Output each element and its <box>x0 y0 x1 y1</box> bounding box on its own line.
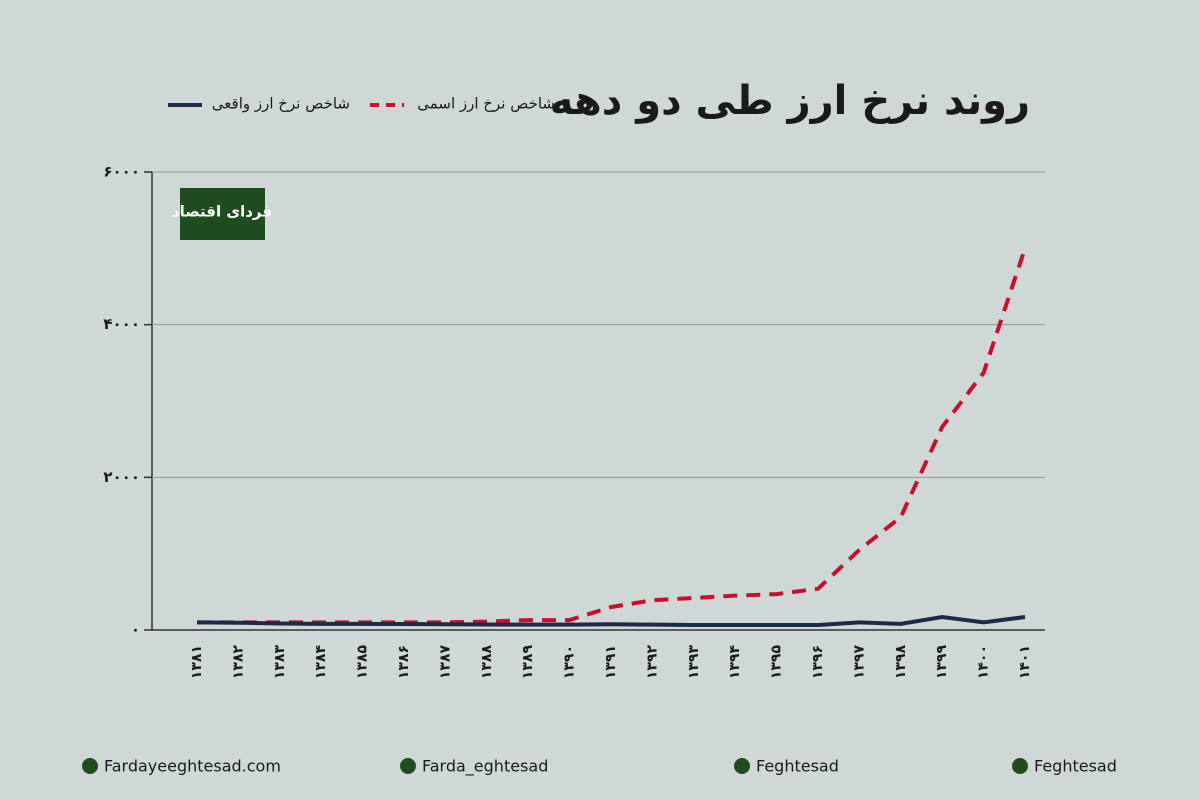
x-tick-label: ۱۳۸۱ <box>189 645 205 679</box>
x-tick-label: ۱۳۹۴ <box>727 645 743 680</box>
footer-link[interactable]: Farda_eghtesad <box>422 757 548 777</box>
x-tick-label: ۱۳۸۴ <box>313 645 329 680</box>
legend-label: شاخص نرخ ارز اسمی <box>417 95 555 113</box>
x-tick-label: ۱۳۹۱ <box>603 645 619 679</box>
x-tick-label: ۱۳۸۸ <box>479 645 495 680</box>
logo <box>180 188 265 240</box>
footer-link[interactable]: Fardayeeghtesad.com <box>104 757 281 776</box>
x-tick-label: ۱۳۹۷ <box>851 645 867 680</box>
x-tick-label: ۱۳۸۷ <box>437 645 453 680</box>
y-tick-label: ۴۰۰۰ <box>103 315 140 333</box>
x-tick-label: ۱۳۹۲ <box>644 645 660 680</box>
line-series <box>196 615 1026 628</box>
x-tick-label: ۱۳۹۸ <box>893 645 909 680</box>
twitter-icon <box>1012 758 1028 774</box>
y-tick-label: ۰ <box>131 621 140 639</box>
x-tick-label: ۱۴۰۱ <box>1017 645 1033 679</box>
chart-title: روند نرخ ارز طی دو دهه <box>550 78 1030 124</box>
x-tick-label: ۱۳۹۵ <box>769 645 785 680</box>
legend-label: شاخص نرخ ارز واقعی <box>212 95 350 113</box>
x-tick-label: ۱۳۸۵ <box>355 645 371 680</box>
x-tick-label: ۱۳۸۳ <box>272 645 288 680</box>
web-icon <box>82 758 98 774</box>
y-tick-label: ۶۰۰۰ <box>103 163 140 181</box>
x-tick-label: ۱۳۸۹ <box>520 645 536 680</box>
x-tick-label: ۱۳۹۹ <box>934 645 950 680</box>
footer-link[interactable]: Feghtesad <box>1034 757 1117 776</box>
footer-icons <box>82 758 1028 774</box>
instagram-icon <box>400 758 416 774</box>
line-series <box>197 247 1027 625</box>
x-tick-label: ۱۳۸۲ <box>230 645 246 680</box>
y-tick-label: ۲۰۰۰ <box>103 468 140 486</box>
x-tick-label: ۱۳۹۰ <box>562 645 578 679</box>
x-tick-label: ۱۳۹۳ <box>686 645 702 680</box>
footer-link[interactable]: Feghtesad <box>756 757 839 776</box>
x-tick-label: ۱۳۹۶ <box>810 645 826 679</box>
logo-text: فردای اقتصاد <box>172 203 272 221</box>
x-tick-label: ۱۴۰۰ <box>976 645 992 679</box>
telegram-icon <box>734 758 750 774</box>
x-tick-label: ۱۳۸۶ <box>396 645 412 679</box>
